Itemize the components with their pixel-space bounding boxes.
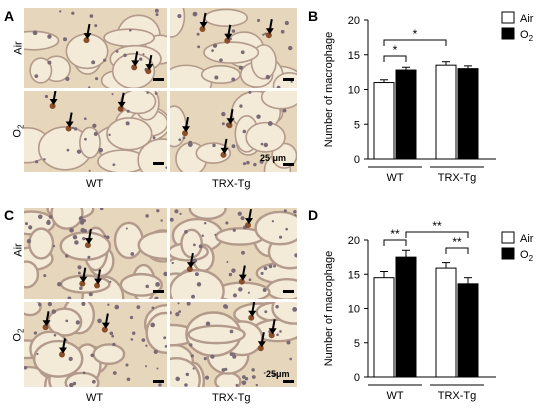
group-label-0: WT — [386, 390, 403, 402]
arrow-icon — [268, 319, 277, 335]
significance-bracket: ** — [405, 219, 469, 238]
y-tick-label: 0 — [354, 372, 360, 384]
arrow-icon — [84, 228, 93, 245]
scale-bar-label-c: 25μm — [266, 369, 290, 379]
scale-bar-c3 — [153, 380, 164, 383]
bar-chart-b: Number of macrophage 0 5 10 15 20 WT TRX-Tg * * Ai… — [323, 11, 534, 184]
y-tick-label: 15 — [348, 50, 360, 62]
arrow-icon — [199, 12, 208, 28]
arrow-icon — [131, 51, 140, 67]
arrow-icon — [224, 24, 233, 40]
arrow-icon — [248, 302, 257, 317]
micrograph-c-wt-o2 — [24, 302, 167, 387]
micrograph-a-trx-o2 — [170, 91, 297, 172]
arrow-icon — [59, 338, 68, 354]
micrograph-a-wt-air — [24, 8, 167, 88]
significance-label: * — [393, 43, 398, 57]
arrow-icon — [42, 311, 51, 327]
arrow-icon — [145, 54, 154, 71]
bar-chart-d: Number of macrophage 0 5 10 15 20 WT TRX-Tg ** **… — [323, 219, 534, 402]
legend-label-o2: O2 — [520, 29, 534, 43]
arrow-icon — [101, 313, 110, 329]
legend-label-air: Air — [520, 233, 534, 245]
arrow-icon — [226, 109, 235, 125]
bar-wt-air — [373, 277, 395, 378]
panel-letter-c: C — [4, 207, 15, 223]
arrow-icon — [94, 269, 103, 285]
significance-bracket: ** — [383, 227, 407, 246]
micrograph-c-trx-air — [170, 208, 297, 299]
arrow-icon — [49, 91, 58, 105]
y-tick-label: 20 — [348, 15, 360, 27]
panel-letter-d: D — [308, 207, 319, 223]
legend-swatch-o2 — [501, 27, 515, 40]
legend-swatch-air — [501, 11, 515, 24]
col-label-wt-a: WT — [86, 178, 104, 190]
legend-swatch-o2 — [501, 247, 515, 260]
arrow-icon — [186, 252, 195, 269]
bar-wt-air — [373, 82, 395, 160]
micrograph-c-trx-o2 — [170, 302, 297, 387]
scale-bar-a2 — [153, 78, 164, 81]
bar-trx-tg-air — [435, 64, 457, 160]
row-label-air-c: Air — [12, 243, 25, 257]
arrow-icon — [265, 19, 274, 35]
y-tick-label: 15 — [348, 269, 360, 281]
col-label-trx-a: TRX-Tg — [212, 178, 251, 190]
arrow-icon — [65, 112, 74, 128]
legend-label-o2: O2 — [520, 249, 534, 263]
scale-bar-a — [283, 78, 294, 81]
y-tick-label: 10 — [348, 85, 360, 97]
arrow-icon — [83, 23, 92, 40]
significance-bracket: ** — [445, 235, 469, 254]
significance-label: * — [413, 27, 418, 41]
y-axis-label: Number of macrophage — [323, 32, 335, 148]
col-label-trx-c: TRX-Tg — [212, 392, 251, 404]
legend-label-air: Air — [520, 13, 534, 25]
significance-label: ** — [390, 227, 400, 241]
y-tick-label: 0 — [354, 154, 360, 166]
bar-trx-tg-o2 — [457, 283, 479, 378]
panel-letter-a: A — [4, 8, 15, 24]
scale-bar-c1 — [153, 290, 164, 293]
bar-trx-tg-air — [435, 267, 457, 378]
col-label-wt-c: WT — [86, 392, 104, 404]
significance-bracket: * — [383, 43, 407, 62]
scale-bar-c4 — [283, 380, 294, 383]
arrow-icon — [220, 138, 229, 154]
significance-label: ** — [432, 219, 442, 233]
arrow-icon — [182, 117, 191, 133]
scale-bar-c2 — [283, 290, 294, 293]
y-tick-label: 20 — [348, 235, 360, 247]
legend-swatch-air — [501, 231, 515, 244]
micrograph-a-wt-o2 — [24, 91, 167, 172]
group-label-1: TRX-Tg — [438, 172, 477, 184]
bar-wt-o2 — [395, 256, 417, 378]
arrow-icon — [79, 267, 88, 283]
micrograph-a-trx-air — [170, 8, 297, 88]
y-tick-label: 10 — [348, 304, 360, 316]
arrow-icon — [257, 332, 266, 348]
group-label-1: TRX-Tg — [438, 390, 477, 402]
group-label-0: WT — [386, 172, 403, 184]
arrow-icon — [117, 92, 126, 108]
arrow-icon — [245, 208, 254, 225]
significance-label: ** — [452, 235, 462, 249]
arrow-icon — [238, 265, 247, 281]
bar-wt-o2 — [395, 69, 417, 160]
scale-bar-label-a: 25 μm — [260, 153, 287, 163]
scale-bar-a3 — [153, 162, 164, 165]
bar-trx-tg-o2 — [457, 68, 479, 160]
y-tick-label: 5 — [354, 338, 360, 350]
significance-bracket: * — [383, 27, 447, 46]
scale-bar-a4 — [283, 163, 294, 166]
panel-letter-b: B — [308, 8, 319, 24]
row-label-air-a: Air — [12, 41, 25, 55]
y-tick-label: 5 — [354, 119, 360, 131]
y-axis-label: Number of macrophage — [323, 251, 335, 367]
micrograph-c-wt-air — [24, 208, 167, 299]
